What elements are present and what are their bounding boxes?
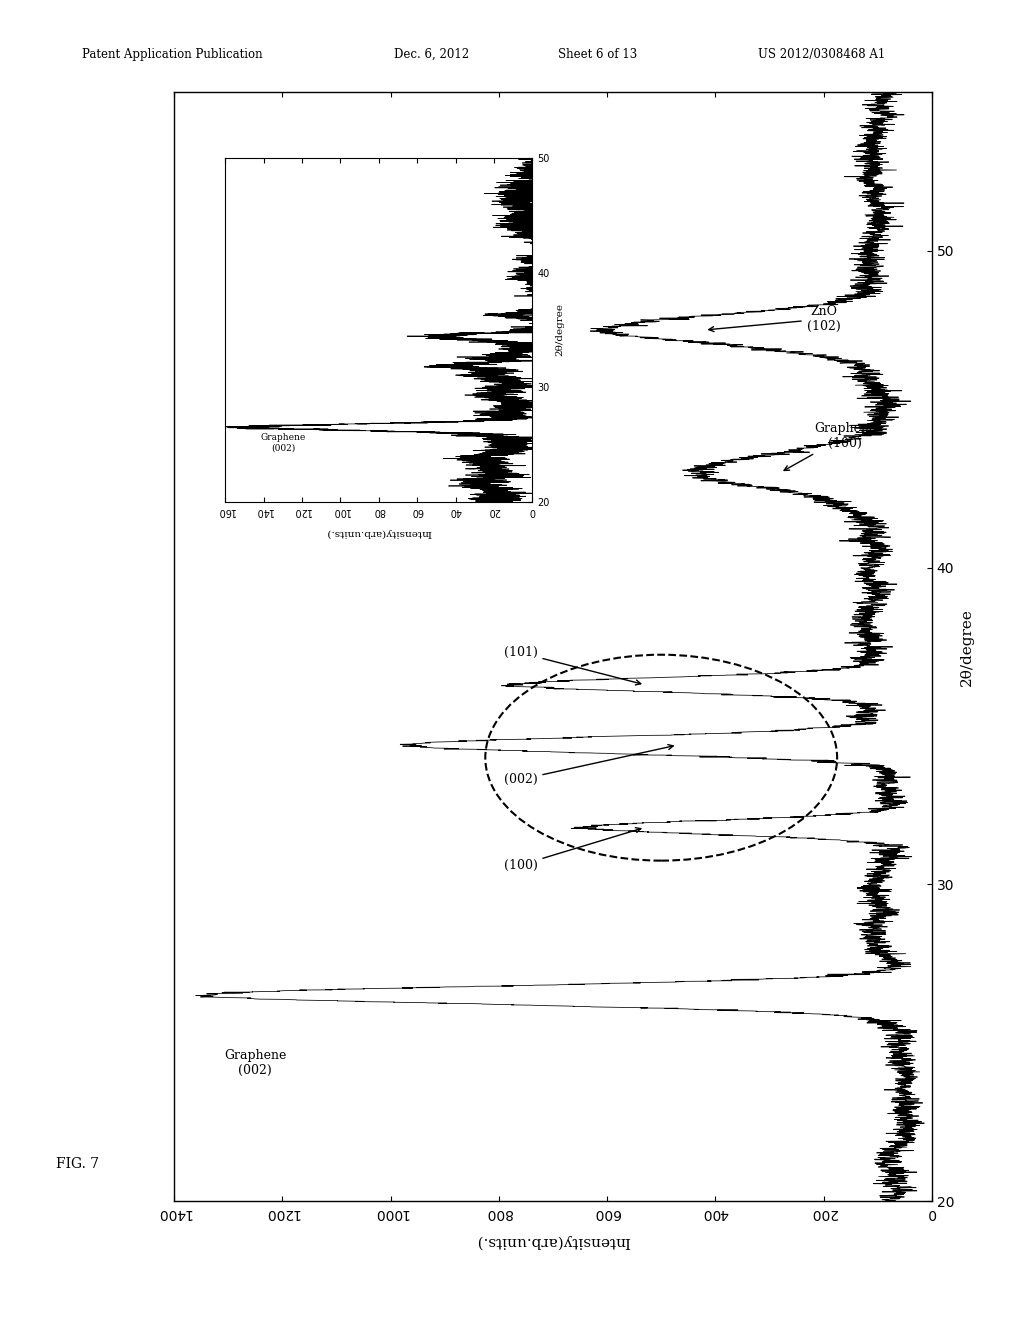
Y-axis label: 2θ/degree: 2θ/degree (959, 609, 974, 685)
Text: US 2012/0308468 A1: US 2012/0308468 A1 (758, 48, 885, 61)
Text: Graphene
(002): Graphene (002) (260, 433, 305, 453)
Text: (100): (100) (504, 828, 641, 871)
Text: ZnO
(102): ZnO (102) (709, 305, 841, 333)
Text: Patent Application Publication: Patent Application Publication (82, 48, 262, 61)
X-axis label: Intensity(arb.units.): Intensity(arb.units.) (326, 528, 432, 537)
Text: Graphene
(002): Graphene (002) (224, 1049, 287, 1077)
X-axis label: Intensity(arb.units.): Intensity(arb.units.) (476, 1234, 630, 1249)
Text: FIG. 7: FIG. 7 (56, 1158, 99, 1171)
Text: (101): (101) (504, 647, 641, 685)
Text: (002): (002) (504, 744, 673, 785)
Text: Dec. 6, 2012: Dec. 6, 2012 (394, 48, 469, 61)
Y-axis label: 2θ/degree: 2θ/degree (555, 304, 564, 356)
Text: Sheet 6 of 13: Sheet 6 of 13 (558, 48, 637, 61)
Text: Graphene
(100): Graphene (100) (784, 422, 877, 470)
